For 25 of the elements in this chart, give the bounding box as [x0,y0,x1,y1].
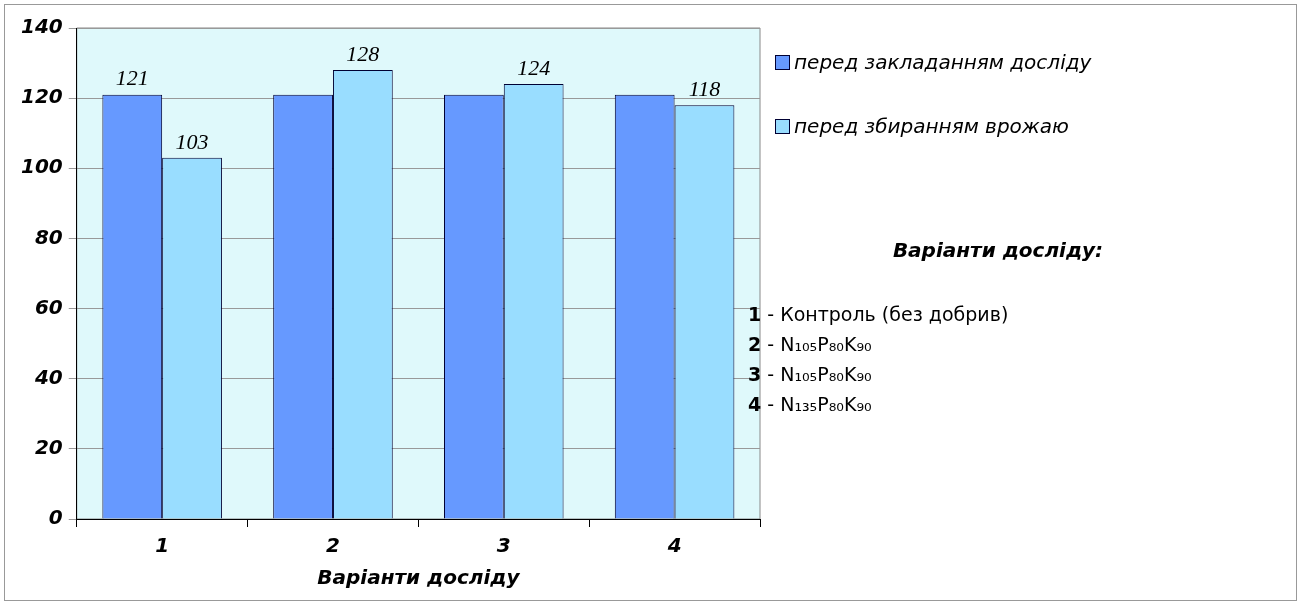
x-tick-label: 4 [666,533,682,558]
data-label: 121 [115,65,149,91]
x-axis-title: Варіанти досліду [317,565,521,590]
x-tick-label: 2 [326,533,340,558]
legend-label: перед закладанням досліду [794,50,1092,74]
annotation: 4 - N₁₃₅P₈₀K₉₀ [748,393,872,415]
annotation: 3 - N₁₀₅P₈₀K₉₀ [748,363,872,385]
annotation: 1 - Контроль (без добрив) [748,303,1009,325]
x-tick-label: 1 [155,533,170,558]
data-label: 128 [346,40,380,66]
x-tick-label: 3 [496,533,511,558]
y-tick-label: 0 [48,505,63,530]
y-tick-label: 20 [34,435,63,460]
data-label: 124 [517,54,551,80]
y-tick-label: 60 [34,294,63,319]
y-tick-label: 140 [21,14,63,39]
y-tick-label: 100 [21,154,63,179]
y-tick-label: 120 [21,84,63,109]
legend-label: перед збиранням врожаю [794,114,1069,138]
text: Варіанти досліду: [891,237,1105,264]
y-tick-label: 80 [34,224,63,249]
data-label: 103 [175,128,209,154]
annotation: 2 - N₁₀₅P₈₀K₉₀ [748,333,872,355]
data-label: 118 [688,75,721,101]
y-tick-label: 40 [33,364,63,389]
